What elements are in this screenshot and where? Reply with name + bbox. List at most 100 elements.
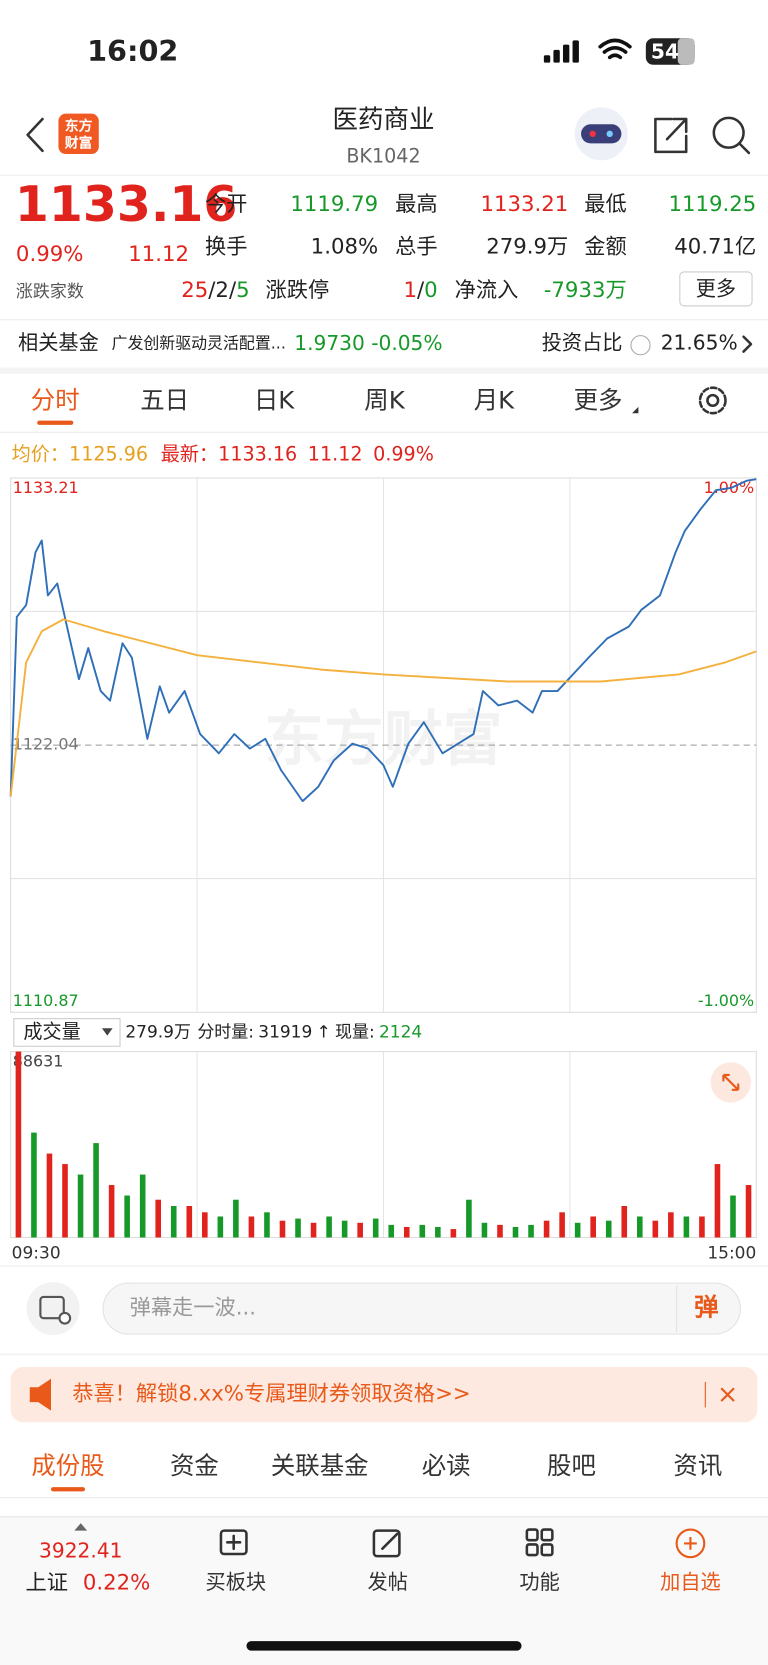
volume-bar xyxy=(481,1222,488,1238)
now-label: 现量: xyxy=(335,1022,375,1042)
field-value: -7933万 xyxy=(544,278,627,303)
chart-tab[interactable]: 周K xyxy=(364,386,405,415)
shape xyxy=(58,1311,72,1325)
shape xyxy=(372,1529,401,1558)
chart-tab[interactable]: 五日 xyxy=(140,386,189,415)
shape xyxy=(540,1543,554,1557)
volume-bar xyxy=(528,1224,534,1238)
content-tab[interactable]: 资讯 xyxy=(673,1451,722,1480)
shape xyxy=(738,142,751,155)
field-label: 总手 xyxy=(395,234,437,259)
robot-avatar[interactable] xyxy=(574,107,628,161)
megaphone-icon xyxy=(29,1378,51,1411)
average-line xyxy=(9,618,757,797)
nav-item[interactable]: 发帖 xyxy=(368,1570,408,1594)
volume-bar xyxy=(326,1216,332,1238)
volume-bar xyxy=(435,1226,441,1238)
chart-tab[interactable]: 月K xyxy=(474,386,515,415)
fund-quote: 1.9730 -0.05% xyxy=(294,331,442,355)
content-tab[interactable]: 关联基金 xyxy=(271,1451,369,1480)
ratio: 21.65% xyxy=(661,331,738,355)
chevron xyxy=(742,335,753,353)
danmaku-icon[interactable] xyxy=(26,1282,80,1336)
content-tab[interactable]: 必读 xyxy=(422,1451,471,1480)
avg-label: 均价： xyxy=(12,442,69,465)
limit-down: 0 xyxy=(424,278,438,303)
back-button[interactable] xyxy=(26,117,44,153)
field-label: 净流入 xyxy=(455,278,519,303)
volume-bar xyxy=(636,1216,643,1238)
field-label: 最高 xyxy=(395,192,437,217)
close-button[interactable] xyxy=(720,1387,735,1402)
field-label: 金额 xyxy=(584,234,626,259)
banner-text: 恭喜！解锁8.xx%专属理财券领取资格>> xyxy=(72,1382,470,1407)
chart-tab[interactable]: 日K xyxy=(254,386,295,415)
share-button[interactable] xyxy=(654,117,688,154)
shape xyxy=(572,40,579,63)
chart-tab[interactable]: 分时 xyxy=(31,386,80,415)
volume-bar xyxy=(217,1216,224,1238)
volume-bar xyxy=(341,1220,348,1238)
change-pct: 0.99% xyxy=(16,242,83,267)
volume-bar xyxy=(372,1218,379,1238)
content-tab[interactable]: 成份股 xyxy=(31,1451,104,1480)
volume-bar xyxy=(745,1185,752,1238)
volume-bar xyxy=(466,1199,472,1238)
volume-bar xyxy=(403,1226,410,1238)
volume-bar xyxy=(279,1220,286,1238)
volume-bar xyxy=(419,1224,426,1238)
more-button[interactable] xyxy=(679,271,753,307)
comment-placeholder: 弹幕走一波... xyxy=(130,1296,256,1321)
price-line xyxy=(9,478,757,803)
shape xyxy=(525,1528,539,1542)
nav-item[interactable]: 加自选 xyxy=(660,1570,721,1594)
search-button[interactable] xyxy=(712,116,751,155)
shape xyxy=(226,1534,242,1550)
volume-bar xyxy=(77,1174,84,1238)
minute-volume: 31919 xyxy=(258,1022,312,1042)
change: 11.12 xyxy=(128,242,189,267)
ratio-label: 投资占比 xyxy=(542,331,623,355)
volume-bar xyxy=(590,1216,596,1238)
field-value: 279.9万 xyxy=(486,234,568,259)
shape xyxy=(675,1528,706,1559)
volume-bar xyxy=(699,1216,705,1238)
volume-bar xyxy=(605,1220,612,1238)
volume-bar xyxy=(31,1132,37,1238)
content-tab[interactable]: 股吧 xyxy=(547,1451,596,1480)
chart-tab[interactable]: 更多 xyxy=(574,386,623,415)
settings-button[interactable] xyxy=(698,386,727,415)
nav-item[interactable]: 买板块 xyxy=(206,1570,267,1594)
field-value: 1119.25 xyxy=(668,192,756,217)
fund-name[interactable]: 广发创新驱动灵活配置... xyxy=(112,334,286,353)
volume-bar xyxy=(543,1220,550,1238)
help-icon[interactable] xyxy=(630,335,651,356)
comment-input[interactable] xyxy=(102,1282,741,1335)
volume-selector[interactable] xyxy=(13,1018,121,1047)
shape xyxy=(540,1528,554,1542)
logo-text: 东方 xyxy=(65,117,93,134)
volume-bar xyxy=(497,1224,503,1238)
volume-bar xyxy=(310,1222,317,1238)
down-count: 5 xyxy=(236,278,250,303)
volume-bar xyxy=(124,1195,130,1238)
limit: 1/0 xyxy=(403,278,437,303)
index-value[interactable]: 3922.41 xyxy=(39,1538,122,1562)
shape xyxy=(39,1295,65,1320)
danmaku-button[interactable]: 弹 xyxy=(694,1293,718,1322)
content-tab[interactable]: 资金 xyxy=(170,1451,219,1480)
volume-bar xyxy=(730,1195,736,1238)
expand-button[interactable] xyxy=(710,1062,751,1103)
nav-item[interactable]: 功能 xyxy=(519,1570,559,1594)
volume-bar xyxy=(714,1164,721,1238)
fund-price: 1.9730 xyxy=(294,331,365,355)
promo-banner[interactable] xyxy=(10,1367,758,1423)
volume-bar xyxy=(357,1222,363,1238)
separator: / xyxy=(229,278,237,303)
nav-icons xyxy=(219,1528,554,1558)
volume-bar xyxy=(46,1153,53,1238)
volume-bar xyxy=(62,1164,68,1238)
